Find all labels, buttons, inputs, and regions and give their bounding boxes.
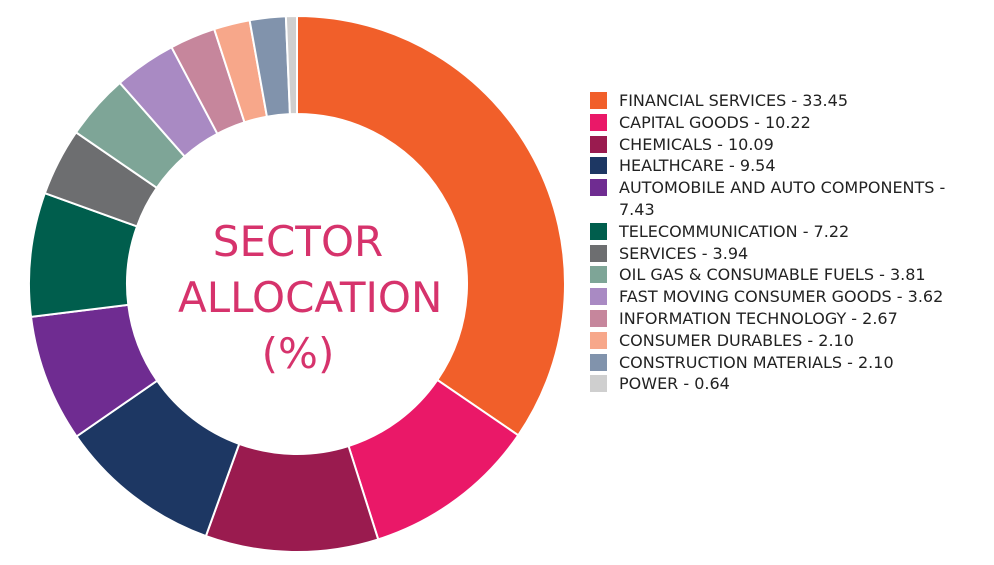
legend-label: CONSTRUCTION MATERIALS - 2.10 xyxy=(619,352,894,372)
legend-label: CONSUMER DURABLES - 2.10 xyxy=(619,330,854,350)
legend-swatch xyxy=(590,113,607,131)
donut-chart xyxy=(28,14,566,553)
legend-item: OIL GAS & CONSUMABLE FUELS - 3.81 xyxy=(590,264,990,286)
legend-swatch xyxy=(590,331,607,349)
legend-label: CAPITAL GOODS - 10.22 xyxy=(619,112,811,132)
legend-swatch xyxy=(590,92,607,109)
legend-swatch xyxy=(590,353,607,371)
legend-label: TELECOMMUNICATION - 7.22 xyxy=(619,221,850,241)
legend-swatch xyxy=(590,157,607,175)
legend-item: CAPITAL GOODS - 10.22 xyxy=(590,112,990,134)
legend-item: SERVICES - 3.94 xyxy=(590,243,990,265)
donut-slice xyxy=(296,14,566,437)
legend-swatch xyxy=(590,309,607,327)
legend-item: TELECOMMUNICATION - 7.22 xyxy=(590,221,990,243)
legend-item: CHEMICALS - 10.09 xyxy=(590,134,990,156)
donut-slice xyxy=(284,14,298,116)
legend-label: CHEMICALS - 10.09 xyxy=(619,134,774,154)
legend-item: CONSUMER DURABLES - 2.10 xyxy=(590,330,990,352)
legend-swatch xyxy=(590,244,607,262)
legend: FINANCIAL SERVICES - 33.45 CAPITAL GOODS … xyxy=(590,90,990,395)
legend-swatch xyxy=(590,222,607,240)
legend-swatch xyxy=(590,375,607,393)
legend-item: CONSTRUCTION MATERIALS - 2.10 xyxy=(590,352,990,374)
legend-swatch xyxy=(590,266,607,284)
chart-title: SECTOR ALLOCATION (%) xyxy=(178,217,443,378)
legend-swatch xyxy=(590,288,607,306)
legend-label: POWER - 0.64 xyxy=(619,374,730,394)
legend-label: OIL GAS & CONSUMABLE FUELS - 3.81 xyxy=(619,265,926,285)
legend-item: AUTOMOBILE AND AUTO COMPONENTS - 7.43 xyxy=(590,177,990,221)
legend-label: SERVICES - 3.94 xyxy=(619,243,749,263)
legend-item: FAST MOVING CONSUMER GOODS - 3.62 xyxy=(590,286,990,308)
legend-label: FAST MOVING CONSUMER GOODS - 3.62 xyxy=(619,287,944,307)
legend-swatch xyxy=(590,179,607,197)
legend-item: FINANCIAL SERVICES - 33.45 xyxy=(590,90,990,112)
legend-label: FINANCIAL SERVICES - 33.45 xyxy=(619,91,848,110)
legend-label: AUTOMOBILE AND AUTO COMPONENTS - 7.43 xyxy=(619,178,946,219)
legend-item: POWER - 0.64 xyxy=(590,373,990,395)
legend-label: HEALTHCARE - 9.54 xyxy=(619,156,776,176)
legend-item: HEALTHCARE - 9.54 xyxy=(590,155,990,177)
legend-swatch xyxy=(590,135,607,153)
legend-label: INFORMATION TECHNOLOGY - 2.67 xyxy=(619,308,898,328)
legend-item: INFORMATION TECHNOLOGY - 2.67 xyxy=(590,308,990,330)
